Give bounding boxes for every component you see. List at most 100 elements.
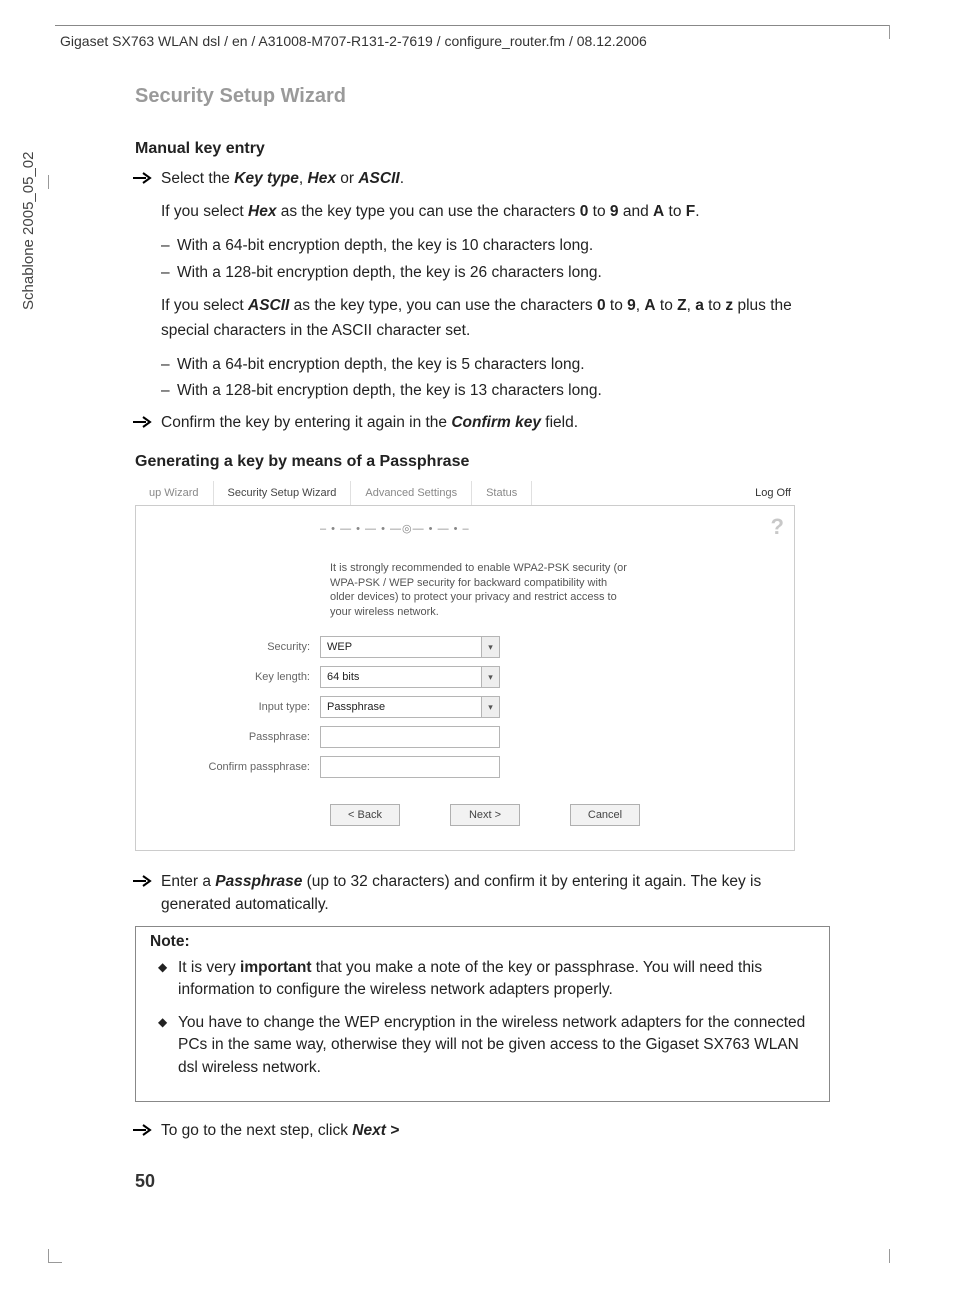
crop-mark <box>48 1262 62 1263</box>
step-select-keytype: Select the Key type, Hex or ASCII. <box>135 168 830 190</box>
subheading-manual-key: Manual key entry <box>135 140 830 158</box>
passphrase-input[interactable] <box>320 726 500 748</box>
header-rule <box>55 25 889 26</box>
text: ASCII <box>248 297 289 314</box>
text: 0 <box>597 297 606 314</box>
arrow-icon <box>133 874 153 888</box>
wizard-buttons: < Back Next > Cancel <box>330 804 780 826</box>
page-content: Security Setup Wizard Manual key entry S… <box>135 85 830 1153</box>
row-inputtype: Input type: Passphrase ▾ <box>150 696 780 718</box>
tab-security-wizard[interactable]: Security Setup Wizard <box>214 481 352 505</box>
select-value: 64 bits <box>327 671 359 683</box>
label-security: Security: <box>150 641 320 653</box>
text: Z <box>677 297 686 314</box>
row-passphrase: Passphrase: <box>150 726 780 748</box>
security-blurb: It is strongly recommended to enable WPA… <box>330 561 630 620</box>
text: a <box>695 297 704 314</box>
inputtype-select[interactable]: Passphrase ▾ <box>320 696 500 718</box>
confirm-passphrase-input[interactable] <box>320 756 500 778</box>
tab-advanced[interactable]: Advanced Settings <box>351 481 472 505</box>
note-item: You have to change the WEP encryption in… <box>150 1012 815 1079</box>
crop-mark <box>48 175 49 189</box>
arrow-icon <box>133 415 153 429</box>
ascii-intro: If you select ASCII as the key type, you… <box>135 294 830 344</box>
subheading-passphrase: Generating a key by means of a Passphras… <box>135 453 830 471</box>
select-value: WEP <box>327 641 352 653</box>
text: as the key type you can use the characte… <box>276 203 579 220</box>
row-confirm-passphrase: Confirm passphrase: <box>150 756 780 778</box>
text: to <box>656 297 678 314</box>
arrow-icon <box>133 1123 153 1137</box>
hex-label: Hex <box>308 170 336 187</box>
list-item: With a 64-bit encryption depth, the key … <box>135 233 830 259</box>
wizard-progress: – • — • — • —◎— • — • – <box>320 522 780 535</box>
arrow-icon <box>133 171 153 185</box>
ascii-label: ASCII <box>358 170 399 187</box>
crop-mark <box>48 1249 49 1263</box>
hex-intro: If you select Hex as the key type you ca… <box>135 200 830 225</box>
next-button[interactable]: Next > <box>450 804 520 826</box>
text: . <box>695 203 699 220</box>
row-security: Security: WEP ▾ <box>150 636 780 658</box>
row-keylength: Key length: 64 bits▾ <box>150 666 780 688</box>
text: A <box>644 297 655 314</box>
step-enter-passphrase: Enter a Passphrase (up to 32 characters)… <box>135 871 830 916</box>
text: to <box>704 297 726 314</box>
chevron-down-icon: ▾ <box>481 697 499 717</box>
text: , <box>299 170 308 187</box>
list-item: With a 128-bit encryption depth, the key… <box>135 260 830 286</box>
list-item: With a 64-bit encryption depth, the key … <box>135 352 830 378</box>
label-inputtype: Input type: <box>150 701 320 713</box>
note-box: Note: It is very important that you make… <box>135 926 830 1102</box>
ascii-dash-list: With a 64-bit encryption depth, the key … <box>135 352 830 405</box>
text: 9 <box>610 203 619 220</box>
text: If you select <box>161 203 248 220</box>
list-item: With a 128-bit encryption depth, the key… <box>135 378 830 404</box>
text: field. <box>541 414 578 431</box>
logoff-link[interactable]: Log Off <box>755 487 791 499</box>
text: 9 <box>627 297 636 314</box>
text: Select the <box>161 170 234 187</box>
tab-bar: up Wizard Security Setup Wizard Advanced… <box>135 481 795 506</box>
text: to <box>606 297 628 314</box>
crop-mark <box>889 25 890 39</box>
text: , <box>687 297 696 314</box>
label-passphrase: Passphrase: <box>150 731 320 743</box>
crop-mark <box>889 1249 890 1263</box>
help-icon[interactable]: ? <box>771 514 784 540</box>
wizard-panel: ? – • — • — • —◎— • — • – It is strongly… <box>135 506 795 851</box>
text: important <box>240 959 311 976</box>
chevron-down-icon: ▾ <box>481 637 499 657</box>
template-side-label: Schablone 2005_05_02 <box>20 152 37 310</box>
cancel-button[interactable]: Cancel <box>570 804 640 826</box>
text: and <box>619 203 653 220</box>
keylength-select[interactable]: 64 bits ▾ <box>320 666 500 688</box>
text: Hex <box>248 203 276 220</box>
text: as the key type, you can use the charact… <box>289 297 597 314</box>
note-item: It is very important that you make a not… <box>150 957 815 1002</box>
back-button[interactable]: < Back <box>330 804 400 826</box>
select-value: Passphrase <box>327 701 385 713</box>
step-click-next: To go to the next step, click Next > <box>135 1120 830 1142</box>
hex-dash-list: With a 64-bit encryption depth, the key … <box>135 233 830 286</box>
header-path: Gigaset SX763 WLAN dsl / en / A31008-M70… <box>60 33 647 49</box>
text: z <box>725 297 733 314</box>
text: If you select <box>161 297 248 314</box>
text: . <box>400 170 404 187</box>
tab-setup-wizard[interactable]: up Wizard <box>135 481 214 505</box>
text: To go to the next step, click <box>161 1122 352 1139</box>
text: Passphrase <box>215 873 302 890</box>
step-confirm-key: Confirm the key by entering it again in … <box>135 412 830 434</box>
text: A <box>653 203 664 220</box>
chevron-down-icon: ▾ <box>481 667 499 687</box>
tab-status[interactable]: Status <box>472 481 532 505</box>
label-confirm-passphrase: Confirm passphrase: <box>150 761 320 773</box>
router-ui-screenshot: up Wizard Security Setup Wizard Advanced… <box>135 481 795 851</box>
text: Next > <box>352 1122 399 1139</box>
keytype-label: Key type <box>234 170 299 187</box>
text: or <box>336 170 358 187</box>
text: Enter a <box>161 873 215 890</box>
security-select[interactable]: WEP ▾ <box>320 636 500 658</box>
text: to <box>588 203 610 220</box>
text: Confirm the key by entering it again in … <box>161 414 451 431</box>
